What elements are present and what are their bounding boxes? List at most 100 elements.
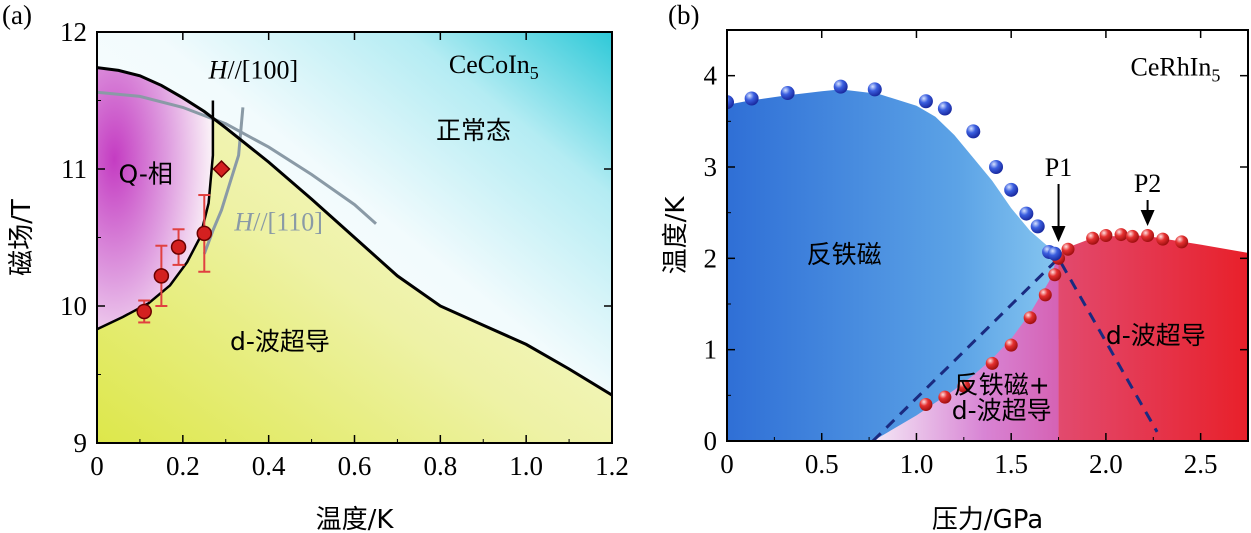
material-label-a: CeCoIn5: [449, 50, 539, 83]
circle-marker: [136, 303, 152, 320]
h110-annotation: H//[110]: [233, 208, 323, 237]
afm-transition-point: [727, 95, 734, 110]
afm-transition-point: [1030, 219, 1045, 234]
afm-transition-point: [867, 82, 882, 97]
x-tick-label-b: 2.5: [1184, 449, 1218, 479]
coexist-label-line1: 反铁磁+: [954, 371, 1050, 400]
h110-dir: //[110]: [253, 208, 323, 237]
x-tick-label-b: 2.0: [1089, 449, 1123, 479]
coexist-label-line2: d-波超导: [952, 396, 1052, 425]
x-tick-label-a: 0.4: [252, 451, 286, 481]
y-tick-label-a: 9: [74, 428, 88, 458]
y-tick-label-a: 10: [60, 291, 87, 321]
circle-marker: [153, 268, 170, 284]
normal-state-label: 正常态: [436, 116, 511, 145]
y-tick-label-a: 12: [60, 17, 87, 47]
sc-transition-point: [1125, 229, 1139, 243]
panel-a: 0 0.2 0.4 0.6 0.8 1.0 1.2 9 10 11 12 (a) 温度/K 磁场/T…: [2, 0, 629, 533]
afm-transition-point: [1004, 182, 1019, 197]
circle-point-2: [153, 244, 170, 307]
hc2-h110-curve: [97, 90, 377, 225]
x-tick-label-b: 0.5: [805, 449, 839, 479]
p1-arrow: [1051, 184, 1066, 242]
h100-dir: //[100]: [227, 56, 298, 85]
ticks-a: 0 0.2 0.4 0.6 0.8 1.0 1.2 9 10 11 12: [60, 17, 629, 481]
dashed-boundary: [871, 255, 1159, 441]
h110-h: H: [233, 208, 254, 237]
p2-arrow: [1140, 200, 1155, 226]
x-tick-label-a: 0: [90, 451, 104, 481]
x-axis-label-a: 温度/K: [316, 505, 395, 533]
pressure-arrows: [1051, 184, 1155, 242]
y-tick-label-b: 0: [704, 426, 718, 456]
hc2-h100-curve: [97, 66, 612, 397]
material-label-b: CeRhIn5: [1131, 53, 1221, 86]
afm-transition-point: [780, 86, 795, 101]
sc-transition-point: [1061, 242, 1075, 256]
afm-transition-point: [744, 91, 759, 106]
y-tick-label-b: 4: [704, 61, 718, 91]
circle-point-3: [170, 228, 187, 266]
sc-transition-point: [1048, 268, 1062, 282]
plot-frame-b: [726, 29, 1249, 442]
x-tick-label-a: 1.0: [509, 451, 543, 481]
q-phase-label: Q-相: [118, 160, 172, 189]
sc-transition-point: [1086, 231, 1100, 245]
material-subscript-b: 5: [1211, 66, 1220, 86]
afm-transition-point: [918, 94, 933, 109]
sc-transition-point: [1023, 311, 1037, 325]
circle-marker: [196, 225, 213, 242]
diamond-point: [212, 159, 231, 179]
p1-label: P1: [1045, 153, 1072, 182]
x-tick-label-b: 1.0: [900, 449, 934, 479]
material-name-b: CeRhIn: [1131, 53, 1212, 82]
x-tick-label-a: 0.8: [423, 451, 457, 481]
ticks-b: 0 0.5 1.0 1.5 2.0 2.5 0 1 2 3 4: [704, 30, 1248, 479]
material-name-a: CeCoIn: [449, 50, 530, 79]
sc-transition-point: [1004, 338, 1018, 352]
sc-transition-point: [985, 356, 999, 370]
q-boundary-h100-curve: [97, 100, 215, 331]
arrow-head: [1140, 210, 1155, 226]
coexist-region: [872, 253, 1059, 441]
x-tick-label-b: 0: [720, 449, 734, 479]
y-tick-label-b: 2: [704, 243, 718, 273]
circle-marker: [170, 239, 187, 255]
afm-transition-point: [937, 101, 952, 116]
d-wave-label-b: d-波超导: [1106, 321, 1206, 350]
afm-label: 反铁磁: [807, 240, 882, 269]
sc-transition-point: [957, 379, 971, 393]
p2-label: P2: [1134, 169, 1161, 198]
afm-transition-point: [833, 79, 848, 94]
y-tick-label-b: 3: [704, 152, 718, 182]
circle-point-4: [196, 194, 213, 273]
x-tick-label-b: 1.5: [994, 449, 1028, 479]
y-tick-label-a: 11: [61, 154, 87, 184]
h100-h: H: [208, 56, 229, 85]
panel-b: 0 0.5 1.0 1.5 2.0 2.5 0 1 2 3 4 (b) 压力/GPa 温度/K Ce…: [661, 0, 1249, 533]
h100-annotation: H//[100]: [208, 56, 299, 85]
d-wave-sc-region: [97, 67, 612, 443]
arrow-head: [1051, 226, 1066, 242]
sc-transition-point: [1099, 229, 1113, 242]
y-axis-label-a: 磁场/T: [7, 199, 37, 276]
y-tick-label-b: 1: [704, 335, 718, 365]
sc-transition-point: [1175, 235, 1189, 249]
material-subscript-a: 5: [530, 63, 539, 83]
sc-transition-point: [1141, 229, 1155, 242]
sc-transition-point: [1114, 228, 1128, 242]
afm-transition-point: [1047, 246, 1062, 261]
afm-transition-point: [1019, 206, 1034, 221]
sc-region: [1058, 235, 1248, 441]
panel-label-a: (a): [2, 0, 32, 30]
data-points-a: [136, 159, 231, 324]
x-axis-label-b: 压力/GPa: [932, 505, 1043, 533]
d-wave-label-a: d-波超导: [230, 327, 330, 356]
x-tick-label-a: 1.2: [595, 451, 629, 481]
y-axis-label-b: 温度/K: [661, 196, 691, 275]
sc-transition-point: [938, 390, 952, 404]
afm-transition-point: [966, 124, 981, 139]
sc-transition-point: [1156, 232, 1170, 246]
data-points-b: [727, 79, 1189, 411]
